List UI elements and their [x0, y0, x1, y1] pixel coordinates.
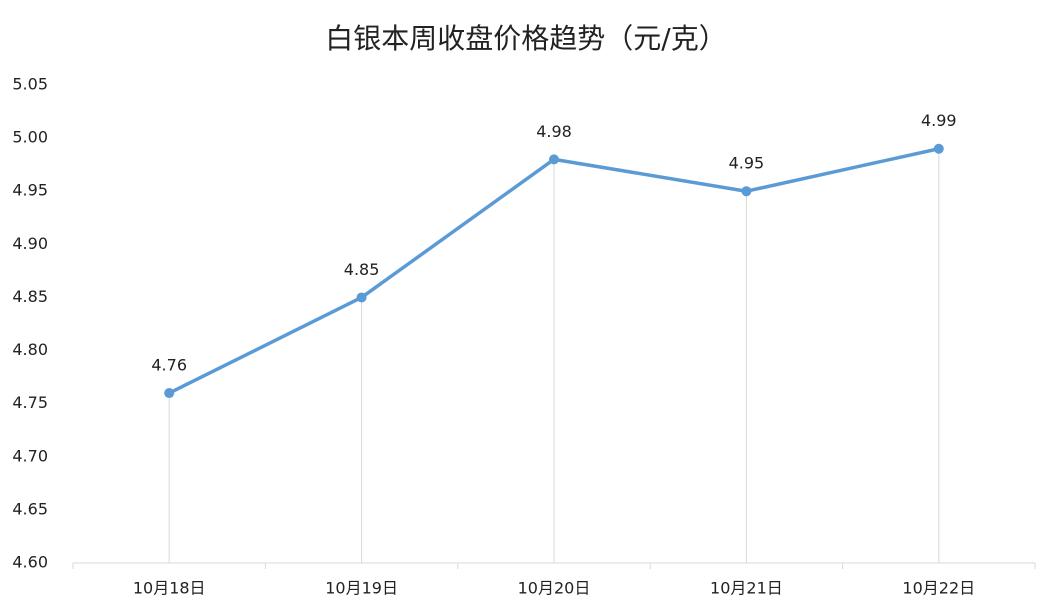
point: [164, 388, 175, 399]
data-label: 4.95: [729, 154, 765, 173]
y-tick-label: 4.90: [12, 234, 48, 253]
y-tick-label: 4.60: [12, 553, 48, 572]
point: [356, 292, 367, 303]
x-tick-label: 10月22日: [902, 579, 975, 598]
y-tick-label: 4.65: [12, 499, 48, 518]
data-label: 4.98: [536, 122, 572, 141]
data-label: 4.76: [151, 356, 187, 375]
x-tick-label: 10月21日: [710, 579, 783, 598]
point: [549, 154, 559, 165]
x-tick-label: 10月18日: [133, 579, 206, 598]
x-tick-label: 10月19日: [325, 579, 398, 598]
y-tick-label: 4.75: [12, 393, 48, 412]
chart-title: 白银本周收盘价格趋势（元/克）: [325, 22, 726, 55]
data-label: 4.99: [921, 111, 957, 130]
x-tick-label: 10月20日: [518, 579, 591, 598]
y-tick-label: 4.80: [12, 340, 48, 359]
point: [741, 186, 752, 197]
y-tick-label: 4.70: [12, 446, 48, 465]
point: [933, 143, 944, 154]
data-label: 4.85: [344, 260, 380, 279]
y-tick-label: 5.05: [12, 75, 48, 94]
y-tick-label: 5.00: [12, 128, 48, 147]
y-tick-label: 4.85: [12, 287, 48, 306]
y-tick-label: 4.95: [12, 181, 48, 200]
